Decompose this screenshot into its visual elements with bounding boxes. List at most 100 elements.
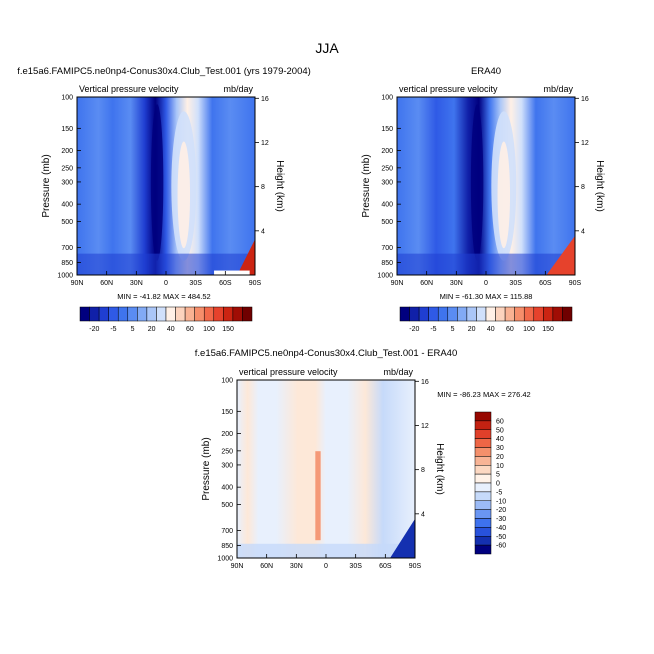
height-tick-label: 4 (261, 228, 265, 235)
colorbar-label: -5 (110, 326, 116, 333)
colorbar-swatch (194, 306, 205, 322)
colorbar-swatch (495, 306, 506, 322)
left-label: Vertical pressure velocity (79, 84, 179, 94)
colorbar-swatch (474, 447, 492, 457)
colorbar-label: -20 (496, 507, 506, 514)
colorbar-swatch (203, 306, 215, 322)
colorbar-label: 60 (186, 326, 194, 333)
colorbar-swatch (474, 429, 492, 439)
y-tick-label: 400 (61, 202, 73, 209)
right-label: mb/day (383, 367, 413, 377)
y-tick-label: 100 (381, 95, 393, 102)
colorbar-swatch (409, 306, 420, 322)
y-tick-label: 850 (61, 260, 73, 267)
height-tick-label: 16 (261, 96, 269, 103)
colorbar-swatch (474, 456, 492, 466)
colorbar-label: 40 (167, 326, 175, 333)
colorbar-label: 150 (542, 326, 554, 333)
colorbar-label: 50 (496, 427, 504, 434)
min-max-stats: MIN = -61.30 MAX = 115.88 (440, 292, 533, 301)
panel-obs: ERA40 vertical pressure velocity mb/day 100… (361, 66, 605, 333)
colorbar-swatch (474, 527, 492, 537)
x-tick-label: 60S (379, 563, 392, 570)
y-tick-label: 150 (221, 409, 233, 416)
y-tick-label: 500 (61, 219, 73, 226)
x-tick-label: 0 (324, 563, 328, 570)
field-background (397, 97, 575, 275)
y-tick-label: 150 (381, 126, 393, 133)
min-max-stats: MIN = -86.23 MAX = 276.42 (437, 390, 530, 399)
field-contour (546, 235, 575, 275)
colorbar-swatch (79, 306, 90, 322)
colorbar-swatch (474, 420, 492, 430)
colorbar-label: 5 (496, 472, 500, 479)
field-contour (237, 239, 255, 275)
x-tick-label: 0 (484, 280, 488, 287)
colorbar-label: 20 (468, 326, 476, 333)
y-tick-label: 700 (221, 528, 233, 535)
x-tick-label: 30S (189, 280, 202, 287)
colorbar-swatch (474, 500, 492, 510)
colorbar-swatch (485, 306, 496, 322)
colorbar-label: -30 (496, 516, 506, 523)
x-tick-label: 60N (420, 280, 433, 287)
colorbar-swatch (523, 306, 535, 322)
right-label: mb/day (223, 84, 253, 94)
colorbar-swatch (474, 509, 492, 519)
y-tick-label: 100 (61, 95, 73, 102)
colorbar-swatch (428, 306, 439, 322)
field-contour (150, 104, 164, 261)
colorbar-swatch (533, 306, 544, 322)
y-tick-label: 1000 (217, 556, 233, 563)
x-tick-label: 30N (130, 280, 143, 287)
colorbar-label: -50 (496, 534, 506, 541)
y-tick-label: 250 (381, 165, 393, 172)
colorbar-swatch (223, 306, 234, 322)
colorbar-swatch (98, 306, 109, 322)
field-contour (177, 141, 191, 249)
colorbar-swatch (466, 306, 477, 322)
colorbar-swatch (474, 465, 492, 475)
colorbar-swatch (108, 306, 119, 322)
x-tick-label: 60S (539, 280, 552, 287)
height-tick-label: 16 (421, 379, 429, 386)
field-contour (77, 253, 255, 275)
panel-title: ERA40 (471, 66, 501, 77)
y-tick-label: 200 (61, 148, 73, 155)
colorbar-swatch (213, 306, 224, 322)
y-tick-label: 500 (381, 219, 393, 226)
x-tick-label: 30N (450, 280, 463, 287)
colorbar-swatch (89, 306, 100, 322)
y-tick-label: 1000 (57, 273, 73, 280)
panel-title: f.e15a6.FAMIPC5.ne0np4-Conus30x4.Club_Te… (17, 66, 311, 77)
height-tick-label: 8 (421, 467, 425, 474)
x-tick-label: 60S (219, 280, 232, 287)
colorbar-swatch (474, 482, 492, 493)
colorbar-label: -10 (496, 498, 506, 505)
colorbar-swatch (156, 306, 167, 322)
colorbar-label: 5 (131, 326, 135, 333)
y-tick-label: 700 (381, 245, 393, 252)
colorbar-swatch (137, 306, 148, 322)
colorbar-label: 60 (496, 418, 504, 425)
field-contour (390, 518, 415, 558)
page-title: JJA (315, 40, 339, 56)
y-tick-label: 400 (221, 485, 233, 492)
x-tick-label: 30S (349, 563, 362, 570)
colorbar-swatch (242, 306, 253, 322)
colorbar-label: 40 (487, 326, 495, 333)
colorbar-label: -5 (430, 326, 436, 333)
colorbar-label: 20 (496, 454, 504, 461)
colorbar-swatch (474, 411, 492, 422)
colorbar-swatch (474, 438, 492, 448)
field-contour (237, 543, 415, 558)
colorbar-swatch (184, 306, 195, 322)
colorbar-swatch (474, 473, 492, 484)
y-tick-label: 150 (61, 126, 73, 133)
min-max-stats: MIN = -41.82 MAX = 484.52 (117, 292, 210, 301)
panel-model: f.e15a6.FAMIPC5.ne0np4-Conus30x4.Club_Te… (17, 66, 311, 333)
height-tick-label: 12 (421, 423, 429, 430)
height-tick-label: 12 (581, 140, 589, 147)
